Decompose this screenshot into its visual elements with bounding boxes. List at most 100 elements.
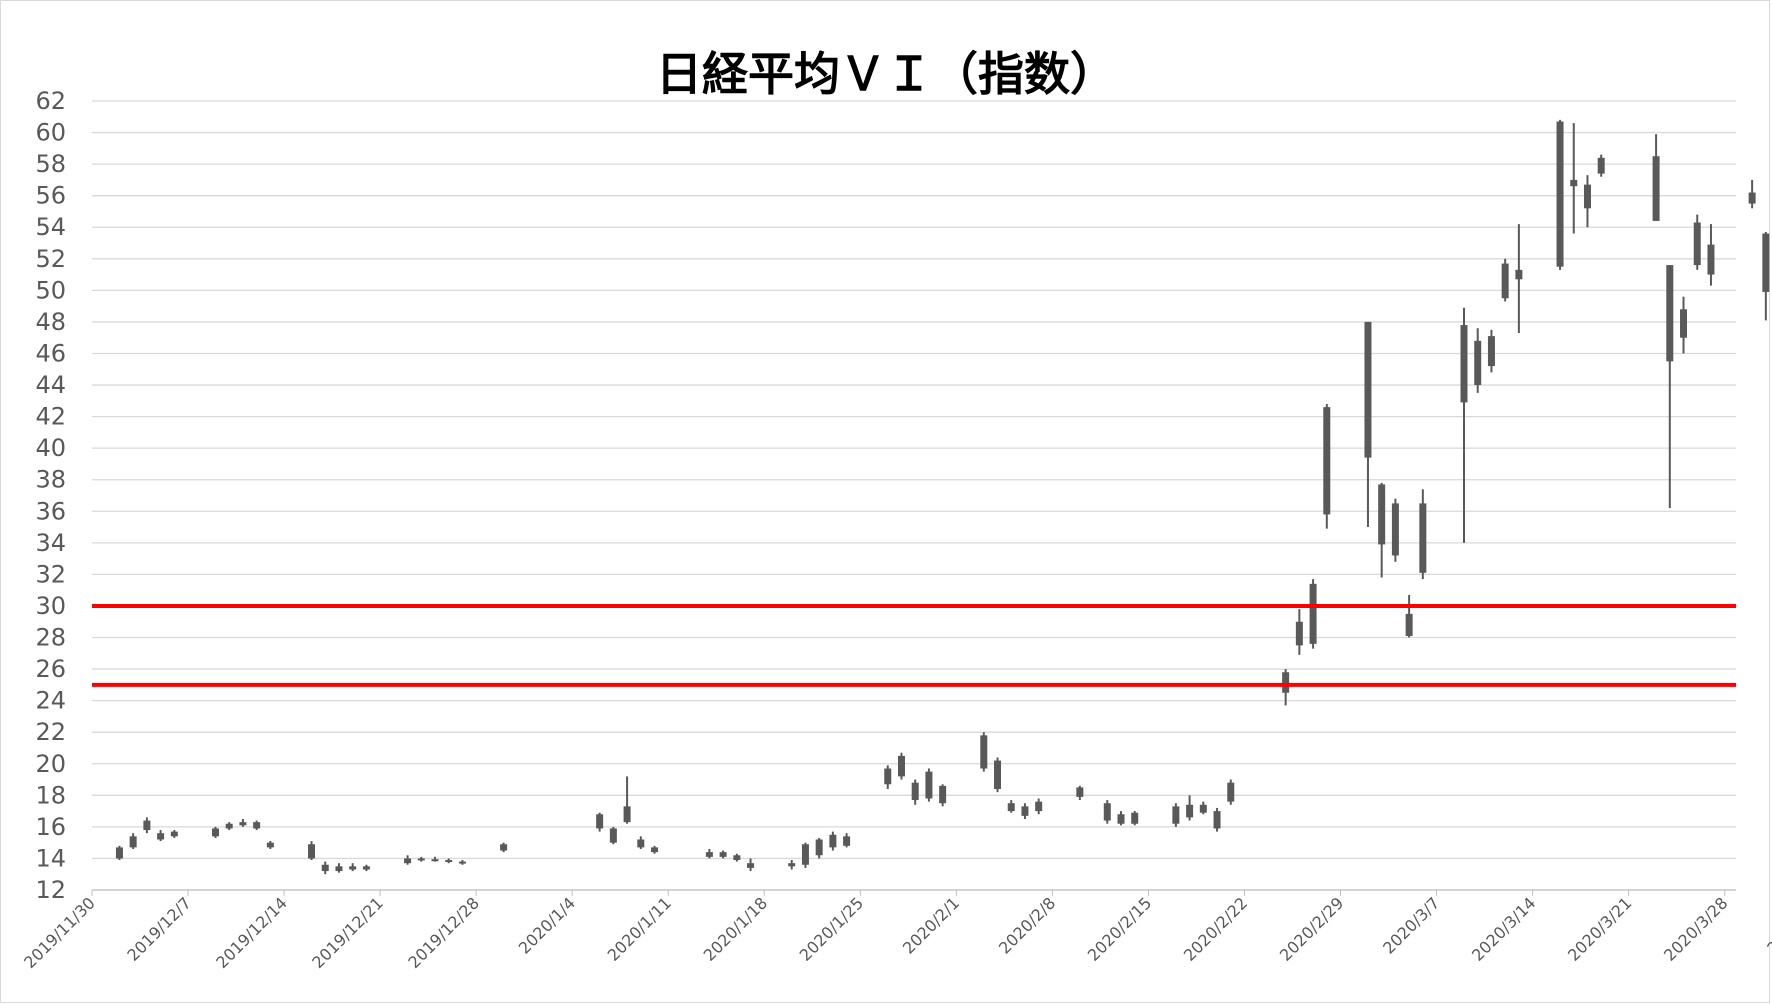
candle-body xyxy=(253,822,261,829)
x-tick-label: 2020/1/11 xyxy=(604,893,675,964)
candle-body xyxy=(705,852,713,857)
y-tick-label: 36 xyxy=(35,497,66,525)
y-tick-label: 40 xyxy=(35,434,66,462)
chart-title: 日経平均ＶＩ（指数） xyxy=(656,47,1116,101)
candle xyxy=(801,842,809,868)
y-tick-label: 46 xyxy=(35,339,66,367)
candle-body xyxy=(1021,806,1029,816)
candle xyxy=(1556,119,1564,270)
candle-body xyxy=(980,735,988,769)
candle-body xyxy=(1666,265,1674,362)
candle xyxy=(733,853,741,862)
y-tick-label: 16 xyxy=(35,813,66,841)
candle xyxy=(596,812,604,832)
x-tick-label: 2020/1/4 xyxy=(515,893,579,957)
candle-body xyxy=(404,858,412,864)
candle xyxy=(897,752,905,780)
candle-layer xyxy=(115,119,1770,875)
candle xyxy=(637,836,645,849)
candle-body xyxy=(1282,672,1290,693)
candle xyxy=(1309,579,1317,649)
candle-body xyxy=(1419,503,1427,573)
candle-body xyxy=(1570,179,1578,187)
x-tick-label: 2020/2/15 xyxy=(1084,893,1155,964)
y-tick-label: 44 xyxy=(35,371,66,399)
x-tick-label: 2020/2/29 xyxy=(1276,893,1347,964)
candle-body xyxy=(925,771,933,799)
candle xyxy=(939,784,947,807)
y-tick-label: 54 xyxy=(35,213,66,241)
candle xyxy=(1323,403,1331,529)
candle xyxy=(1583,175,1591,228)
x-tick-label: 2020/3/14 xyxy=(1468,893,1539,964)
x-tick-label: 2020/3/7 xyxy=(1379,893,1443,957)
candle xyxy=(719,850,727,859)
candle xyxy=(1364,321,1372,528)
candle xyxy=(1680,296,1688,354)
candle-body xyxy=(1172,806,1180,824)
candle-body xyxy=(1323,407,1331,515)
candle xyxy=(253,820,261,831)
candle xyxy=(1076,785,1084,801)
y-tick-label: 62 xyxy=(35,87,66,115)
candle-body xyxy=(719,852,727,857)
y-tick-label: 56 xyxy=(35,182,66,210)
candle-body xyxy=(1131,812,1139,824)
candle-body xyxy=(143,820,151,831)
candle xyxy=(1378,482,1386,578)
x-tick-label: 2020/3/28 xyxy=(1660,893,1731,964)
x-tick-label: 2020/1/25 xyxy=(796,893,867,964)
candle xyxy=(431,856,439,862)
candle-body xyxy=(733,855,741,861)
candle xyxy=(321,861,329,875)
candle-body xyxy=(1117,814,1125,824)
x-tick-label: 2019/11/30 xyxy=(20,893,99,972)
candle-body xyxy=(1076,787,1084,797)
candle xyxy=(1597,154,1605,177)
candle-body xyxy=(362,866,370,870)
candle xyxy=(623,776,631,824)
candle xyxy=(500,842,508,853)
candle xyxy=(143,817,151,834)
candle-body xyxy=(308,844,316,859)
candle-body xyxy=(1199,804,1207,813)
candle-body xyxy=(115,847,123,859)
y-tick-label: 26 xyxy=(35,655,66,683)
candle-body xyxy=(829,834,837,848)
candle-body xyxy=(1515,269,1523,280)
candle xyxy=(225,822,233,831)
candle xyxy=(925,768,933,802)
candle xyxy=(980,732,988,772)
candle xyxy=(266,841,274,849)
candle xyxy=(1186,795,1194,821)
candle xyxy=(1035,798,1043,815)
candle xyxy=(1021,803,1029,819)
candle-body xyxy=(1213,811,1221,829)
y-tick-label: 38 xyxy=(35,466,66,494)
y-tick-label: 18 xyxy=(35,781,66,809)
candle-body xyxy=(129,836,137,848)
candle xyxy=(1131,811,1139,826)
candle-body xyxy=(1378,484,1386,545)
candle xyxy=(458,860,466,865)
y-tick-label: 34 xyxy=(35,529,66,557)
candle-body xyxy=(431,859,439,862)
candle xyxy=(445,858,453,864)
candle xyxy=(170,830,178,838)
y-tick-label: 28 xyxy=(35,624,66,652)
y-tick-label: 24 xyxy=(35,687,66,715)
x-axis-tick-labels: 2019/11/30 2019/12/7 2019/12/14 2019/12/21 2… xyxy=(20,890,1772,972)
candle-body xyxy=(623,806,631,823)
y-tick-label: 48 xyxy=(35,308,66,336)
candle-body xyxy=(349,866,357,870)
candle-body xyxy=(1460,325,1468,403)
x-tick-label: 2019/12/28 xyxy=(404,893,483,972)
candle xyxy=(1762,231,1770,321)
candle xyxy=(1474,328,1482,393)
candle-body xyxy=(266,842,274,848)
candle xyxy=(115,845,123,861)
candle-body xyxy=(1035,801,1043,812)
candle-body xyxy=(225,823,233,829)
candle xyxy=(1748,179,1756,209)
